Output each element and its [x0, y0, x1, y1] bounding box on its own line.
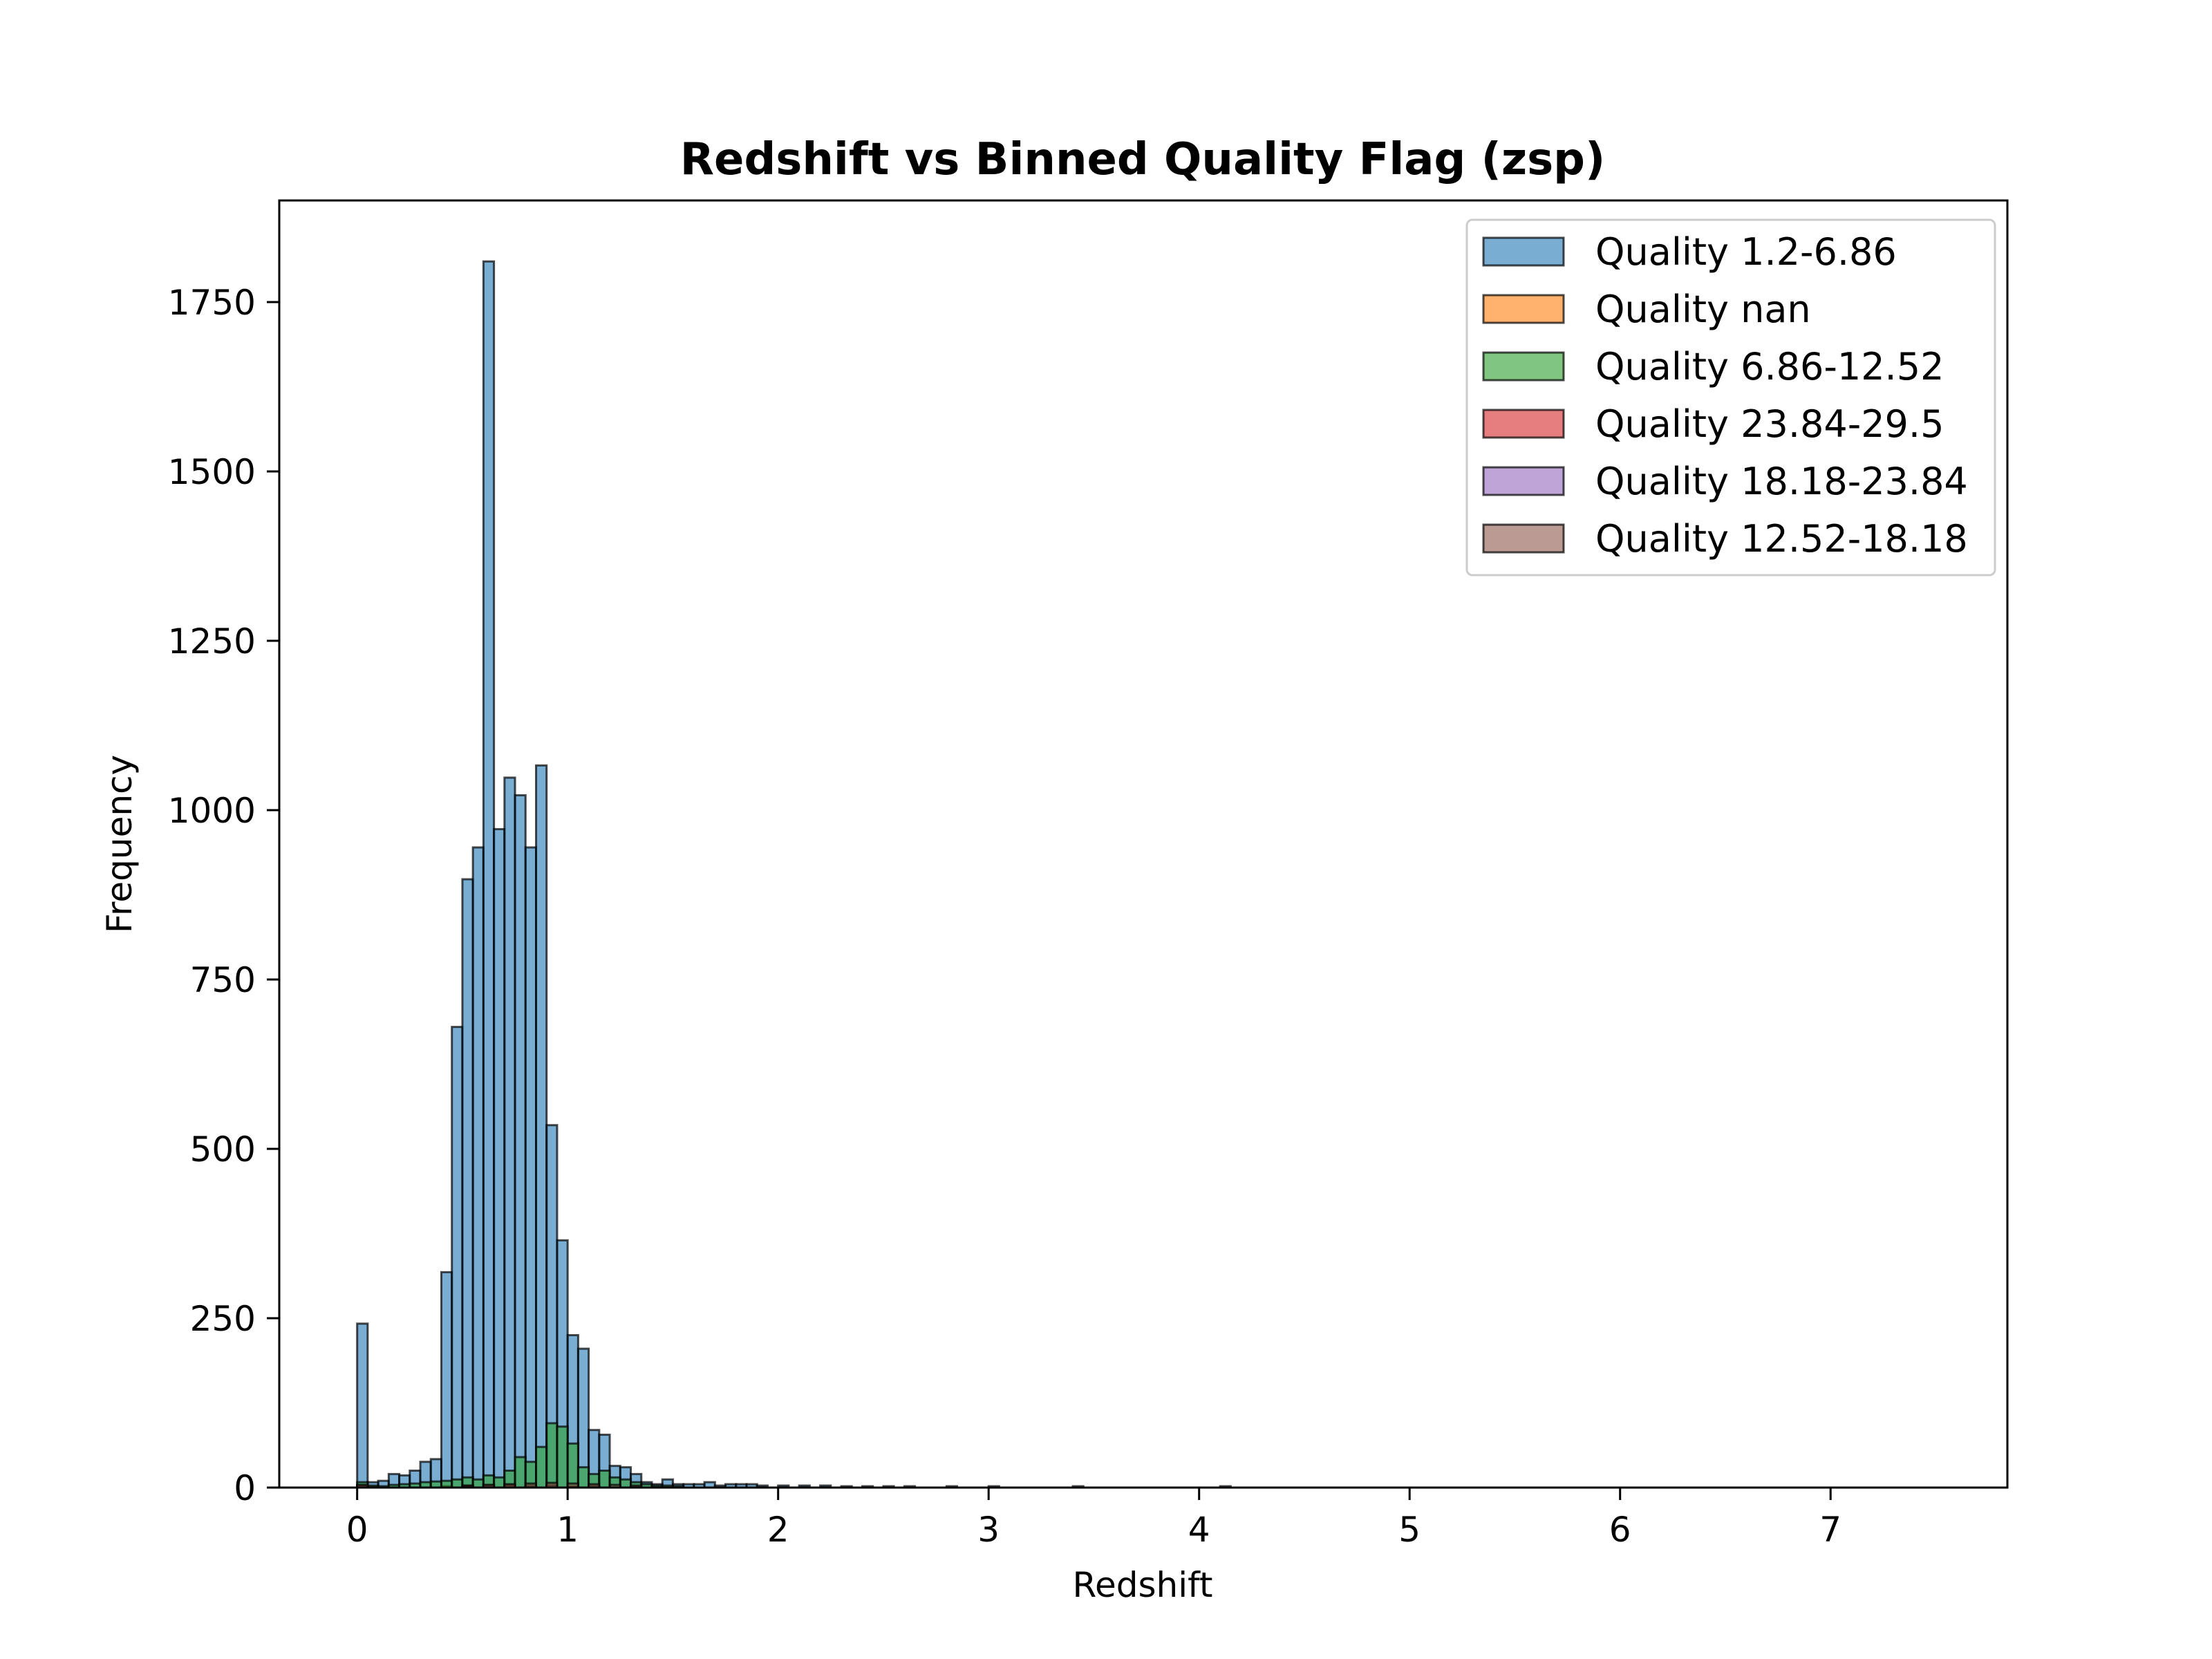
x-tick-label: 1: [556, 1510, 579, 1550]
legend-label: Quality 23.84-29.5: [1595, 402, 1944, 446]
legend-swatch: [1482, 523, 1565, 554]
legend-label: Quality 1.2-6.86: [1595, 230, 1897, 274]
histogram-bar: [493, 1476, 506, 1489]
x-tick-label: 7: [1819, 1510, 1841, 1550]
histogram-bar: [535, 1445, 548, 1489]
x-tick-label: 5: [1398, 1510, 1421, 1550]
legend-item: Quality 1.2-6.86: [1482, 230, 1897, 274]
legend-swatch: [1482, 294, 1565, 324]
y-tick-label: 250: [190, 1299, 256, 1339]
y-axis-label: Frequency: [100, 755, 140, 933]
histogram-bar: [451, 1478, 464, 1489]
y-tick-label: 1500: [168, 452, 256, 492]
legend-swatch: [1482, 466, 1565, 496]
histogram-bar: [566, 1442, 579, 1489]
histogram-bar: [503, 776, 516, 1489]
y-tick-label: 1000: [168, 791, 256, 831]
x-tick-label: 0: [346, 1510, 368, 1550]
y-tick-label: 0: [234, 1468, 256, 1508]
histogram-bar: [493, 827, 506, 1489]
legend-box: [1465, 218, 1996, 577]
y-tick-label: 1750: [168, 283, 256, 323]
x-tick-label: 2: [767, 1510, 789, 1550]
x-axis-label: Redshift: [1073, 1565, 1213, 1605]
legend-swatch: [1482, 409, 1565, 439]
legend-swatch: [1482, 351, 1565, 382]
legend-item: Quality 18.18-23.84: [1482, 460, 1968, 503]
histogram-bar: [524, 846, 538, 1489]
legend-label: Quality nan: [1595, 288, 1811, 331]
legend: Quality 1.2-6.86 Quality nan Quality 6.86-…: [1465, 218, 1996, 577]
x-axis: 0 1 2 3 4 5 6 7: [346, 1488, 1841, 1550]
plot-frame: [278, 199, 2009, 1489]
x-tick-label: 4: [1188, 1510, 1210, 1550]
histogram-bar: [514, 1456, 527, 1489]
histogram-bar: [471, 846, 485, 1489]
histogram-bar: [451, 1026, 464, 1489]
histogram-bar: [535, 764, 548, 1489]
legend-item: Quality 23.84-29.5: [1482, 402, 1944, 446]
histogram-bar: [556, 1425, 569, 1489]
legend-label: Quality 18.18-23.84: [1595, 460, 1968, 503]
histogram-bar: [440, 1271, 453, 1489]
histogram-bar: [598, 1470, 611, 1489]
x-tick-label: 3: [977, 1510, 1000, 1550]
legend-item: Quality 6.86-12.52: [1482, 345, 1944, 388]
histogram-bar: [471, 1478, 485, 1489]
histogram-bar: [514, 794, 527, 1489]
histogram-bar: [619, 1478, 632, 1489]
y-axis: 0 250 500 750 1000 1250 1500 1750: [168, 283, 279, 1508]
legend-item: Quality nan: [1482, 288, 1811, 331]
y-tick-label: 500: [190, 1130, 256, 1170]
histogram-bar: [482, 260, 496, 1489]
histogram-bar: [545, 1422, 559, 1489]
histogram-bar: [461, 878, 474, 1489]
histogram-bar: [356, 1322, 369, 1489]
x-tick-label: 6: [1609, 1510, 1631, 1550]
histogram-bar: [577, 1466, 590, 1489]
legend-swatch: [1482, 236, 1565, 267]
y-tick-label: 1250: [168, 621, 256, 662]
y-tick-label: 750: [190, 960, 256, 1000]
chart-title: Redshift vs Binned Quality Flag (zsp): [680, 134, 1605, 185]
legend-label: Quality 6.86-12.52: [1595, 345, 1944, 388]
legend-item: Quality 12.52-18.18: [1482, 517, 1968, 561]
legend-label: Quality 12.52-18.18: [1595, 517, 1968, 561]
